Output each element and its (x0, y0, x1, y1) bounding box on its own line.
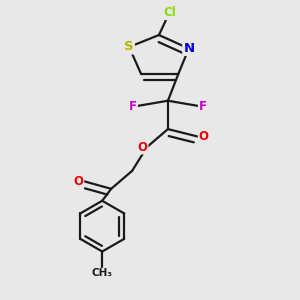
Text: O: O (73, 175, 83, 188)
Text: O: O (137, 140, 148, 154)
Text: F: F (129, 100, 137, 112)
Text: Cl: Cl (163, 6, 176, 19)
Text: F: F (199, 100, 207, 112)
Text: N: N (183, 42, 194, 55)
Text: O: O (199, 130, 209, 143)
Text: CH₃: CH₃ (92, 268, 113, 278)
Text: S: S (124, 40, 134, 53)
